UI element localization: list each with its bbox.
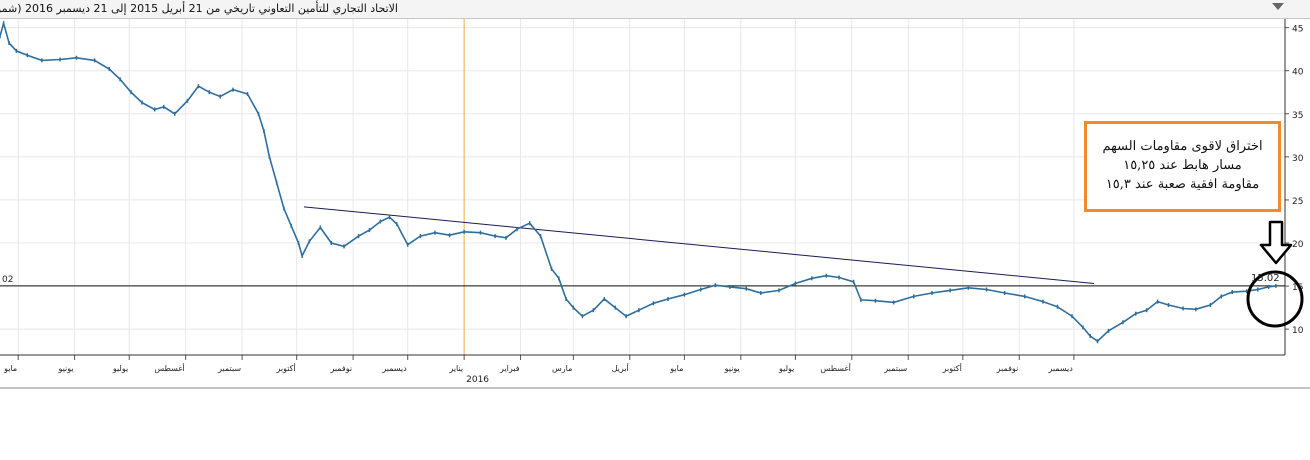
x-tick-label: مايو [669,364,683,373]
x-tick-label: نوفمبر [996,364,1019,373]
chart-frame: الاتحاد التجاري للتأمين التعاوني تاريخي … [0,0,1310,389]
y-tick-label: 35 [1292,111,1303,121]
annotation-box: اختراق لاقوى مقاومات السهم مسار هابط عند… [1084,121,1281,212]
annotation-line-1: اختراق لاقوى مقاومات السهم [1102,139,1263,154]
annotation-line-3: مقاومة افقية صعبة عند ١٥,٣ [1105,177,1260,192]
y-tick-label: 25 [1292,197,1303,207]
price-chart: 10 15 20 25 30 35 40 45 مايو يونيو يوليو أغسطس سبتمب… [0,19,1310,389]
x-tick-label: أبريل [612,363,629,373]
year-label: 2016 [466,375,489,385]
y-tick-label: 40 [1292,68,1304,78]
y-tick-label: 45 [1292,25,1303,35]
y-tick-label: 15 [1292,283,1303,293]
x-tick-label: يوليو [112,364,128,373]
x-tick-label: ديسمبر [381,364,407,373]
y-tick-label: 30 [1292,154,1304,164]
x-tick-label: أكتوبر [275,363,295,373]
chevron-down-icon[interactable] [1272,3,1284,10]
x-tick-label: أغسطس [821,363,851,373]
x-tick-label: أغسطس [154,363,184,373]
x-tick-label: مايو [3,364,17,373]
last-value-label: 15.02 [1251,273,1280,284]
x-tick-label: أكتوبر [942,363,962,373]
y-tick-label: 20 [1292,240,1304,250]
annotation-line-2: مسار هابط عند ١٥,٢٥ [1123,158,1242,173]
arrow-down-icon [1259,220,1293,265]
x-tick-label: يونيو [724,364,740,373]
x-tick-label: سبتمبر [883,364,907,373]
y-tick-label: 10 [1292,326,1304,336]
x-tick-label: يناير [448,364,463,373]
chart-header: الاتحاد التجاري للتأمين التعاوني تاريخي … [0,0,1310,19]
x-tick-label: سبتمبر [217,364,241,373]
x-tick-label: يوليو [778,364,794,373]
trendline [303,206,1094,284]
x-tick-label: فبراير [499,364,520,373]
x-tick-label: مارس [552,364,572,373]
chart-title: الاتحاد التجاري للتأمين التعاوني تاريخي … [0,2,398,15]
x-tick-label: نوفمبر [329,364,352,373]
horizontal-level-left-label: 02 [2,275,13,285]
circle-highlight [1246,270,1304,328]
x-tick-label: ديسمبر [1047,364,1073,373]
x-tick-label: يونيو [57,364,73,373]
